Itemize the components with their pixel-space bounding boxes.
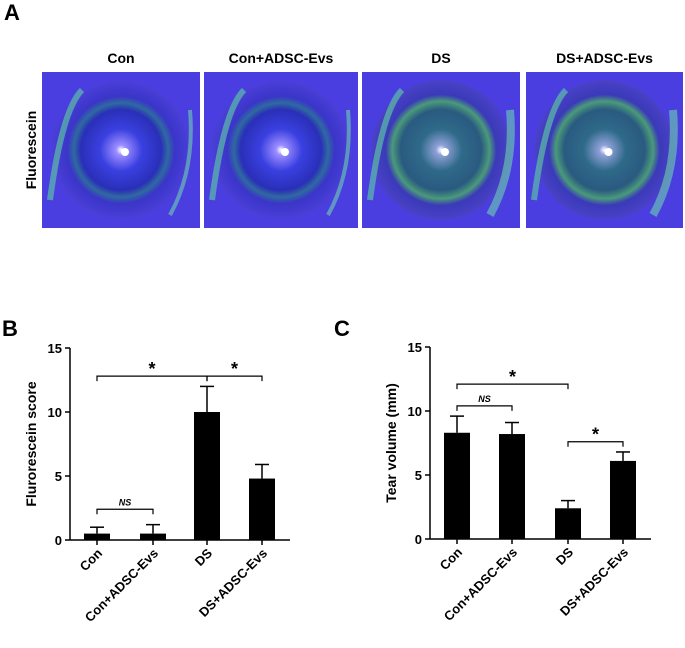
x-tick-label: DS (192, 545, 216, 569)
x-tick-label: DS (553, 544, 577, 568)
y-axis-label: Tear volume (mm) (383, 383, 399, 503)
panel-label: B (2, 316, 18, 341)
stain (367, 87, 405, 201)
bar (140, 533, 166, 540)
y-axis-label: Flurorescein score (23, 381, 39, 506)
reflex (281, 148, 289, 156)
eye (211, 80, 351, 220)
x-tick-label: Con (77, 545, 106, 574)
eye (371, 80, 511, 220)
panel-label: C (334, 316, 350, 341)
significance-bracket (96, 508, 154, 515)
column-label: DS (431, 50, 450, 66)
y-tick-label: 10 (408, 404, 422, 419)
significance-label: * (592, 425, 599, 445)
stain (47, 87, 85, 201)
column-label: Con+ADSC-Evs (229, 50, 334, 66)
x-tick-label: Con (437, 544, 466, 573)
y-tick-label: 0 (415, 532, 422, 547)
stain (168, 109, 193, 216)
significance-label: * (231, 359, 238, 379)
y-tick-label: 5 (415, 468, 422, 483)
bar (249, 478, 275, 540)
significance-label: NS (478, 394, 491, 404)
significance-bracket (567, 441, 624, 447)
bar (84, 533, 110, 540)
bar (194, 412, 220, 540)
column-label: Con (107, 50, 134, 66)
y-tick-label: 0 (55, 533, 62, 548)
bar (499, 434, 525, 539)
column-label: DS+ADSC-Evs (556, 50, 653, 66)
eye (51, 80, 191, 220)
y-tick-label: 5 (55, 469, 62, 484)
eye-images (42, 72, 683, 228)
bar (610, 460, 636, 539)
stain (649, 109, 678, 217)
stain (209, 87, 247, 201)
eye (534, 80, 675, 220)
significance-bracket (206, 375, 263, 382)
y-tick-label: 10 (48, 405, 62, 420)
significance-label: * (148, 359, 155, 379)
row-label: Fluorescein (23, 111, 39, 190)
stain (531, 87, 569, 201)
panel-label: A (4, 0, 20, 25)
stain (326, 109, 351, 216)
y-tick-label: 15 (408, 340, 422, 355)
reflex (121, 148, 129, 156)
reflex (604, 148, 613, 156)
bar (444, 432, 470, 539)
significance-label: * (509, 367, 516, 387)
significance-label: NS (119, 497, 132, 507)
significance-bracket (456, 405, 513, 411)
stain (486, 109, 515, 217)
y-tick-label: 15 (48, 341, 62, 356)
reflex (441, 148, 449, 156)
bar (555, 508, 581, 539)
significance-bracket (456, 383, 569, 390)
